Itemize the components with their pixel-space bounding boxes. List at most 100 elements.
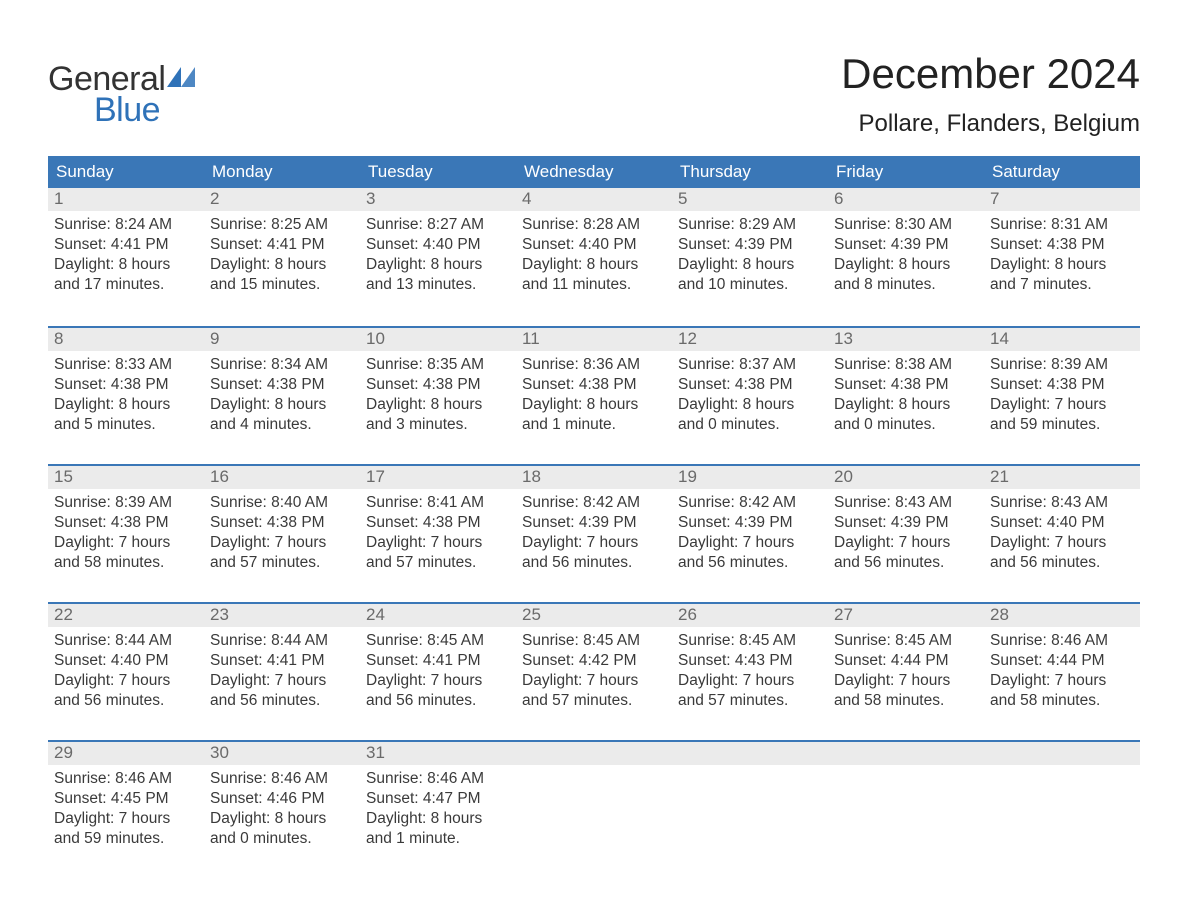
day-dl1: Daylight: 8 hours xyxy=(990,255,1134,275)
day-content: Sunrise: 8:39 AMSunset: 4:38 PMDaylight:… xyxy=(984,351,1140,446)
logo-text-blue: Blue xyxy=(94,91,160,130)
day-number: 12 xyxy=(672,328,828,351)
day-dl1: Daylight: 8 hours xyxy=(366,395,510,415)
day-cell: 28Sunrise: 8:46 AMSunset: 4:44 PMDayligh… xyxy=(984,604,1140,740)
day-cell: 5Sunrise: 8:29 AMSunset: 4:39 PMDaylight… xyxy=(672,188,828,326)
day-sunrise: Sunrise: 8:43 AM xyxy=(990,493,1134,513)
day-number: 29 xyxy=(48,742,204,765)
day-cell: 18Sunrise: 8:42 AMSunset: 4:39 PMDayligh… xyxy=(516,466,672,602)
day-sunrise: Sunrise: 8:44 AM xyxy=(54,631,198,651)
day-sunset: Sunset: 4:38 PM xyxy=(678,375,822,395)
day-sunset: Sunset: 4:38 PM xyxy=(366,375,510,395)
day-dl2: and 56 minutes. xyxy=(990,553,1134,573)
day-sunset: Sunset: 4:47 PM xyxy=(366,789,510,809)
day-dl1: Daylight: 7 hours xyxy=(990,671,1134,691)
day-content: Sunrise: 8:25 AMSunset: 4:41 PMDaylight:… xyxy=(204,211,360,306)
day-sunrise: Sunrise: 8:46 AM xyxy=(210,769,354,789)
day-number xyxy=(984,742,1140,765)
day-sunset: Sunset: 4:41 PM xyxy=(54,235,198,255)
day-sunset: Sunset: 4:42 PM xyxy=(522,651,666,671)
day-sunrise: Sunrise: 8:28 AM xyxy=(522,215,666,235)
weekday-header: Tuesday xyxy=(360,156,516,188)
day-sunset: Sunset: 4:39 PM xyxy=(834,235,978,255)
weekday-header-row: Sunday Monday Tuesday Wednesday Thursday… xyxy=(48,156,1140,188)
day-dl1: Daylight: 7 hours xyxy=(522,533,666,553)
day-number: 1 xyxy=(48,188,204,211)
day-cell: 25Sunrise: 8:45 AMSunset: 4:42 PMDayligh… xyxy=(516,604,672,740)
day-content: Sunrise: 8:36 AMSunset: 4:38 PMDaylight:… xyxy=(516,351,672,446)
day-sunset: Sunset: 4:45 PM xyxy=(54,789,198,809)
day-dl2: and 10 minutes. xyxy=(678,275,822,295)
day-sunset: Sunset: 4:44 PM xyxy=(990,651,1134,671)
day-number: 24 xyxy=(360,604,516,627)
day-dl1: Daylight: 7 hours xyxy=(990,395,1134,415)
day-dl1: Daylight: 8 hours xyxy=(678,255,822,275)
day-cell: 20Sunrise: 8:43 AMSunset: 4:39 PMDayligh… xyxy=(828,466,984,602)
day-number: 17 xyxy=(360,466,516,489)
day-sunset: Sunset: 4:39 PM xyxy=(834,513,978,533)
day-cell: 6Sunrise: 8:30 AMSunset: 4:39 PMDaylight… xyxy=(828,188,984,326)
day-cell: 14Sunrise: 8:39 AMSunset: 4:38 PMDayligh… xyxy=(984,328,1140,464)
day-dl1: Daylight: 7 hours xyxy=(678,533,822,553)
day-content: Sunrise: 8:43 AMSunset: 4:40 PMDaylight:… xyxy=(984,489,1140,584)
day-cell: 22Sunrise: 8:44 AMSunset: 4:40 PMDayligh… xyxy=(48,604,204,740)
day-sunrise: Sunrise: 8:46 AM xyxy=(54,769,198,789)
day-dl1: Daylight: 7 hours xyxy=(210,671,354,691)
day-cell: 4Sunrise: 8:28 AMSunset: 4:40 PMDaylight… xyxy=(516,188,672,326)
day-sunrise: Sunrise: 8:44 AM xyxy=(210,631,354,651)
day-sunset: Sunset: 4:39 PM xyxy=(678,235,822,255)
day-sunrise: Sunrise: 8:25 AM xyxy=(210,215,354,235)
day-dl1: Daylight: 7 hours xyxy=(210,533,354,553)
day-content: Sunrise: 8:27 AMSunset: 4:40 PMDaylight:… xyxy=(360,211,516,306)
day-content: Sunrise: 8:46 AMSunset: 4:45 PMDaylight:… xyxy=(48,765,204,860)
day-cell xyxy=(516,742,672,878)
day-sunset: Sunset: 4:38 PM xyxy=(366,513,510,533)
day-dl1: Daylight: 7 hours xyxy=(678,671,822,691)
day-sunset: Sunset: 4:40 PM xyxy=(522,235,666,255)
day-content: Sunrise: 8:40 AMSunset: 4:38 PMDaylight:… xyxy=(204,489,360,584)
day-sunrise: Sunrise: 8:27 AM xyxy=(366,215,510,235)
day-cell: 17Sunrise: 8:41 AMSunset: 4:38 PMDayligh… xyxy=(360,466,516,602)
day-sunrise: Sunrise: 8:34 AM xyxy=(210,355,354,375)
day-content: Sunrise: 8:43 AMSunset: 4:39 PMDaylight:… xyxy=(828,489,984,584)
month-title: December 2024 xyxy=(841,50,1140,98)
day-dl1: Daylight: 8 hours xyxy=(522,255,666,275)
day-dl1: Daylight: 8 hours xyxy=(210,809,354,829)
day-dl2: and 56 minutes. xyxy=(54,691,198,711)
day-number: 18 xyxy=(516,466,672,489)
day-cell: 3Sunrise: 8:27 AMSunset: 4:40 PMDaylight… xyxy=(360,188,516,326)
day-content xyxy=(828,765,984,845)
day-number: 2 xyxy=(204,188,360,211)
day-dl1: Daylight: 8 hours xyxy=(834,255,978,275)
calendar: Sunday Monday Tuesday Wednesday Thursday… xyxy=(48,156,1140,878)
day-content: Sunrise: 8:42 AMSunset: 4:39 PMDaylight:… xyxy=(516,489,672,584)
day-sunset: Sunset: 4:43 PM xyxy=(678,651,822,671)
week-row: 15Sunrise: 8:39 AMSunset: 4:38 PMDayligh… xyxy=(48,464,1140,602)
day-sunset: Sunset: 4:38 PM xyxy=(210,375,354,395)
day-content: Sunrise: 8:24 AMSunset: 4:41 PMDaylight:… xyxy=(48,211,204,306)
weekday-header: Friday xyxy=(828,156,984,188)
day-dl1: Daylight: 7 hours xyxy=(54,809,198,829)
day-content: Sunrise: 8:29 AMSunset: 4:39 PMDaylight:… xyxy=(672,211,828,306)
day-content: Sunrise: 8:46 AMSunset: 4:47 PMDaylight:… xyxy=(360,765,516,860)
page: General Blue December 2024 Pollare, Flan… xyxy=(0,0,1188,918)
day-dl1: Daylight: 8 hours xyxy=(678,395,822,415)
title-block: December 2024 Pollare, Flanders, Belgium xyxy=(841,50,1140,138)
day-dl1: Daylight: 8 hours xyxy=(210,395,354,415)
day-cell: 9Sunrise: 8:34 AMSunset: 4:38 PMDaylight… xyxy=(204,328,360,464)
day-number: 27 xyxy=(828,604,984,627)
day-dl2: and 56 minutes. xyxy=(834,553,978,573)
day-dl2: and 58 minutes. xyxy=(834,691,978,711)
day-content xyxy=(516,765,672,845)
day-cell: 23Sunrise: 8:44 AMSunset: 4:41 PMDayligh… xyxy=(204,604,360,740)
day-dl2: and 57 minutes. xyxy=(210,553,354,573)
day-content: Sunrise: 8:45 AMSunset: 4:43 PMDaylight:… xyxy=(672,627,828,722)
day-dl1: Daylight: 7 hours xyxy=(366,671,510,691)
day-sunrise: Sunrise: 8:45 AM xyxy=(678,631,822,651)
day-content xyxy=(672,765,828,845)
day-content: Sunrise: 8:30 AMSunset: 4:39 PMDaylight:… xyxy=(828,211,984,306)
day-sunrise: Sunrise: 8:46 AM xyxy=(990,631,1134,651)
day-sunrise: Sunrise: 8:31 AM xyxy=(990,215,1134,235)
day-sunrise: Sunrise: 8:39 AM xyxy=(990,355,1134,375)
weekday-header: Thursday xyxy=(672,156,828,188)
